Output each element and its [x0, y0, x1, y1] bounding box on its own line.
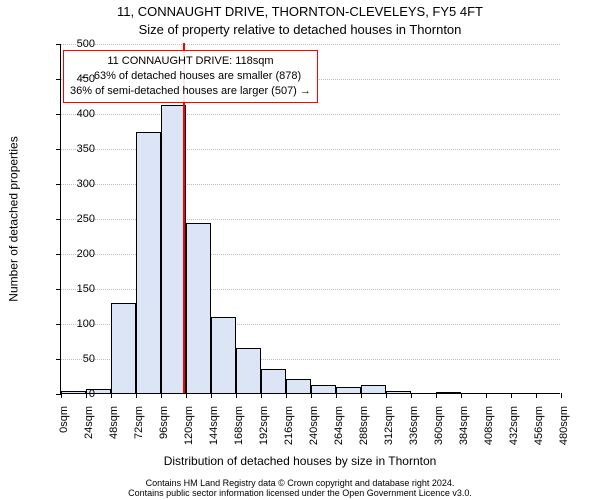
x-tick-mark	[486, 393, 487, 398]
histogram-bar	[236, 348, 261, 394]
histogram-bar	[186, 223, 211, 393]
histogram-bar	[286, 379, 311, 393]
histogram-bar	[261, 369, 286, 394]
y-axis-label: Number of detached properties	[6, 44, 22, 394]
histogram-bar	[361, 385, 386, 393]
x-tick-mark	[511, 393, 512, 398]
histogram-bar	[311, 385, 336, 393]
histogram-bar	[386, 391, 411, 393]
x-tick-label: 384sqm	[458, 406, 470, 462]
x-tick-mark	[386, 393, 387, 398]
x-tick-label: 264sqm	[333, 406, 345, 462]
x-tick-label: 168sqm	[233, 406, 245, 462]
annotation-line: 36% of semi-detached houses are larger (…	[70, 84, 311, 99]
y-tick-label: 50	[55, 353, 95, 365]
histogram-bar	[436, 392, 461, 393]
chart-subtitle: Size of property relative to detached ho…	[0, 22, 600, 37]
x-tick-label: 0sqm	[58, 406, 70, 462]
plot-area: 11 CONNAUGHT DRIVE: 118sqm← 63% of detac…	[60, 44, 560, 394]
y-tick-label: 250	[55, 213, 95, 225]
footer-line-2: Contains public sector information licen…	[0, 488, 600, 498]
annotation-box: 11 CONNAUGHT DRIVE: 118sqm← 63% of detac…	[63, 50, 318, 103]
chart-container: 11, CONNAUGHT DRIVE, THORNTON-CLEVELEYS,…	[0, 0, 600, 500]
x-tick-mark	[161, 393, 162, 398]
y-tick-label: 100	[55, 318, 95, 330]
x-tick-mark	[286, 393, 287, 398]
y-tick-label: 0	[55, 388, 95, 400]
footer: Contains HM Land Registry data © Crown c…	[0, 478, 600, 498]
x-tick-label: 48sqm	[108, 406, 120, 462]
x-tick-label: 432sqm	[508, 406, 520, 462]
grid-line	[61, 44, 560, 45]
x-tick-label: 240sqm	[308, 406, 320, 462]
chart-title: 11, CONNAUGHT DRIVE, THORNTON-CLEVELEYS,…	[0, 4, 600, 19]
x-tick-label: 336sqm	[408, 406, 420, 462]
y-tick-label: 300	[55, 178, 95, 190]
x-tick-label: 216sqm	[283, 406, 295, 462]
x-tick-mark	[211, 393, 212, 398]
x-tick-mark	[111, 393, 112, 398]
x-tick-mark	[336, 393, 337, 398]
x-tick-mark	[411, 393, 412, 398]
x-tick-mark	[186, 393, 187, 398]
grid-line	[61, 114, 560, 115]
x-tick-label: 480sqm	[558, 406, 570, 462]
x-tick-mark	[461, 393, 462, 398]
x-tick-label: 120sqm	[183, 406, 195, 462]
annotation-line: ← 63% of detached houses are smaller (87…	[70, 69, 311, 84]
x-tick-label: 312sqm	[383, 406, 395, 462]
histogram-bar	[211, 317, 236, 393]
x-tick-label: 96sqm	[158, 406, 170, 462]
x-tick-label: 144sqm	[208, 406, 220, 462]
y-tick-label: 450	[55, 73, 95, 85]
annotation-line: 11 CONNAUGHT DRIVE: 118sqm	[70, 54, 311, 69]
x-tick-label: 456sqm	[533, 406, 545, 462]
x-tick-label: 360sqm	[433, 406, 445, 462]
x-tick-label: 288sqm	[358, 406, 370, 462]
y-tick-label: 500	[55, 38, 95, 50]
x-tick-label: 408sqm	[483, 406, 495, 462]
y-tick-label: 150	[55, 283, 95, 295]
x-tick-mark	[536, 393, 537, 398]
footer-line-1: Contains HM Land Registry data © Crown c…	[0, 478, 600, 488]
x-tick-mark	[561, 393, 562, 398]
x-tick-mark	[236, 393, 237, 398]
y-tick-label: 350	[55, 143, 95, 155]
histogram-bar	[136, 132, 161, 393]
histogram-bar	[111, 303, 136, 393]
histogram-bar	[336, 387, 361, 393]
x-tick-label: 192sqm	[258, 406, 270, 462]
y-tick-label: 400	[55, 108, 95, 120]
x-tick-mark	[261, 393, 262, 398]
x-tick-mark	[361, 393, 362, 398]
y-tick-label: 200	[55, 248, 95, 260]
x-tick-label: 72sqm	[133, 406, 145, 462]
x-tick-label: 24sqm	[83, 406, 95, 462]
x-tick-mark	[136, 393, 137, 398]
x-tick-mark	[311, 393, 312, 398]
x-tick-mark	[436, 393, 437, 398]
